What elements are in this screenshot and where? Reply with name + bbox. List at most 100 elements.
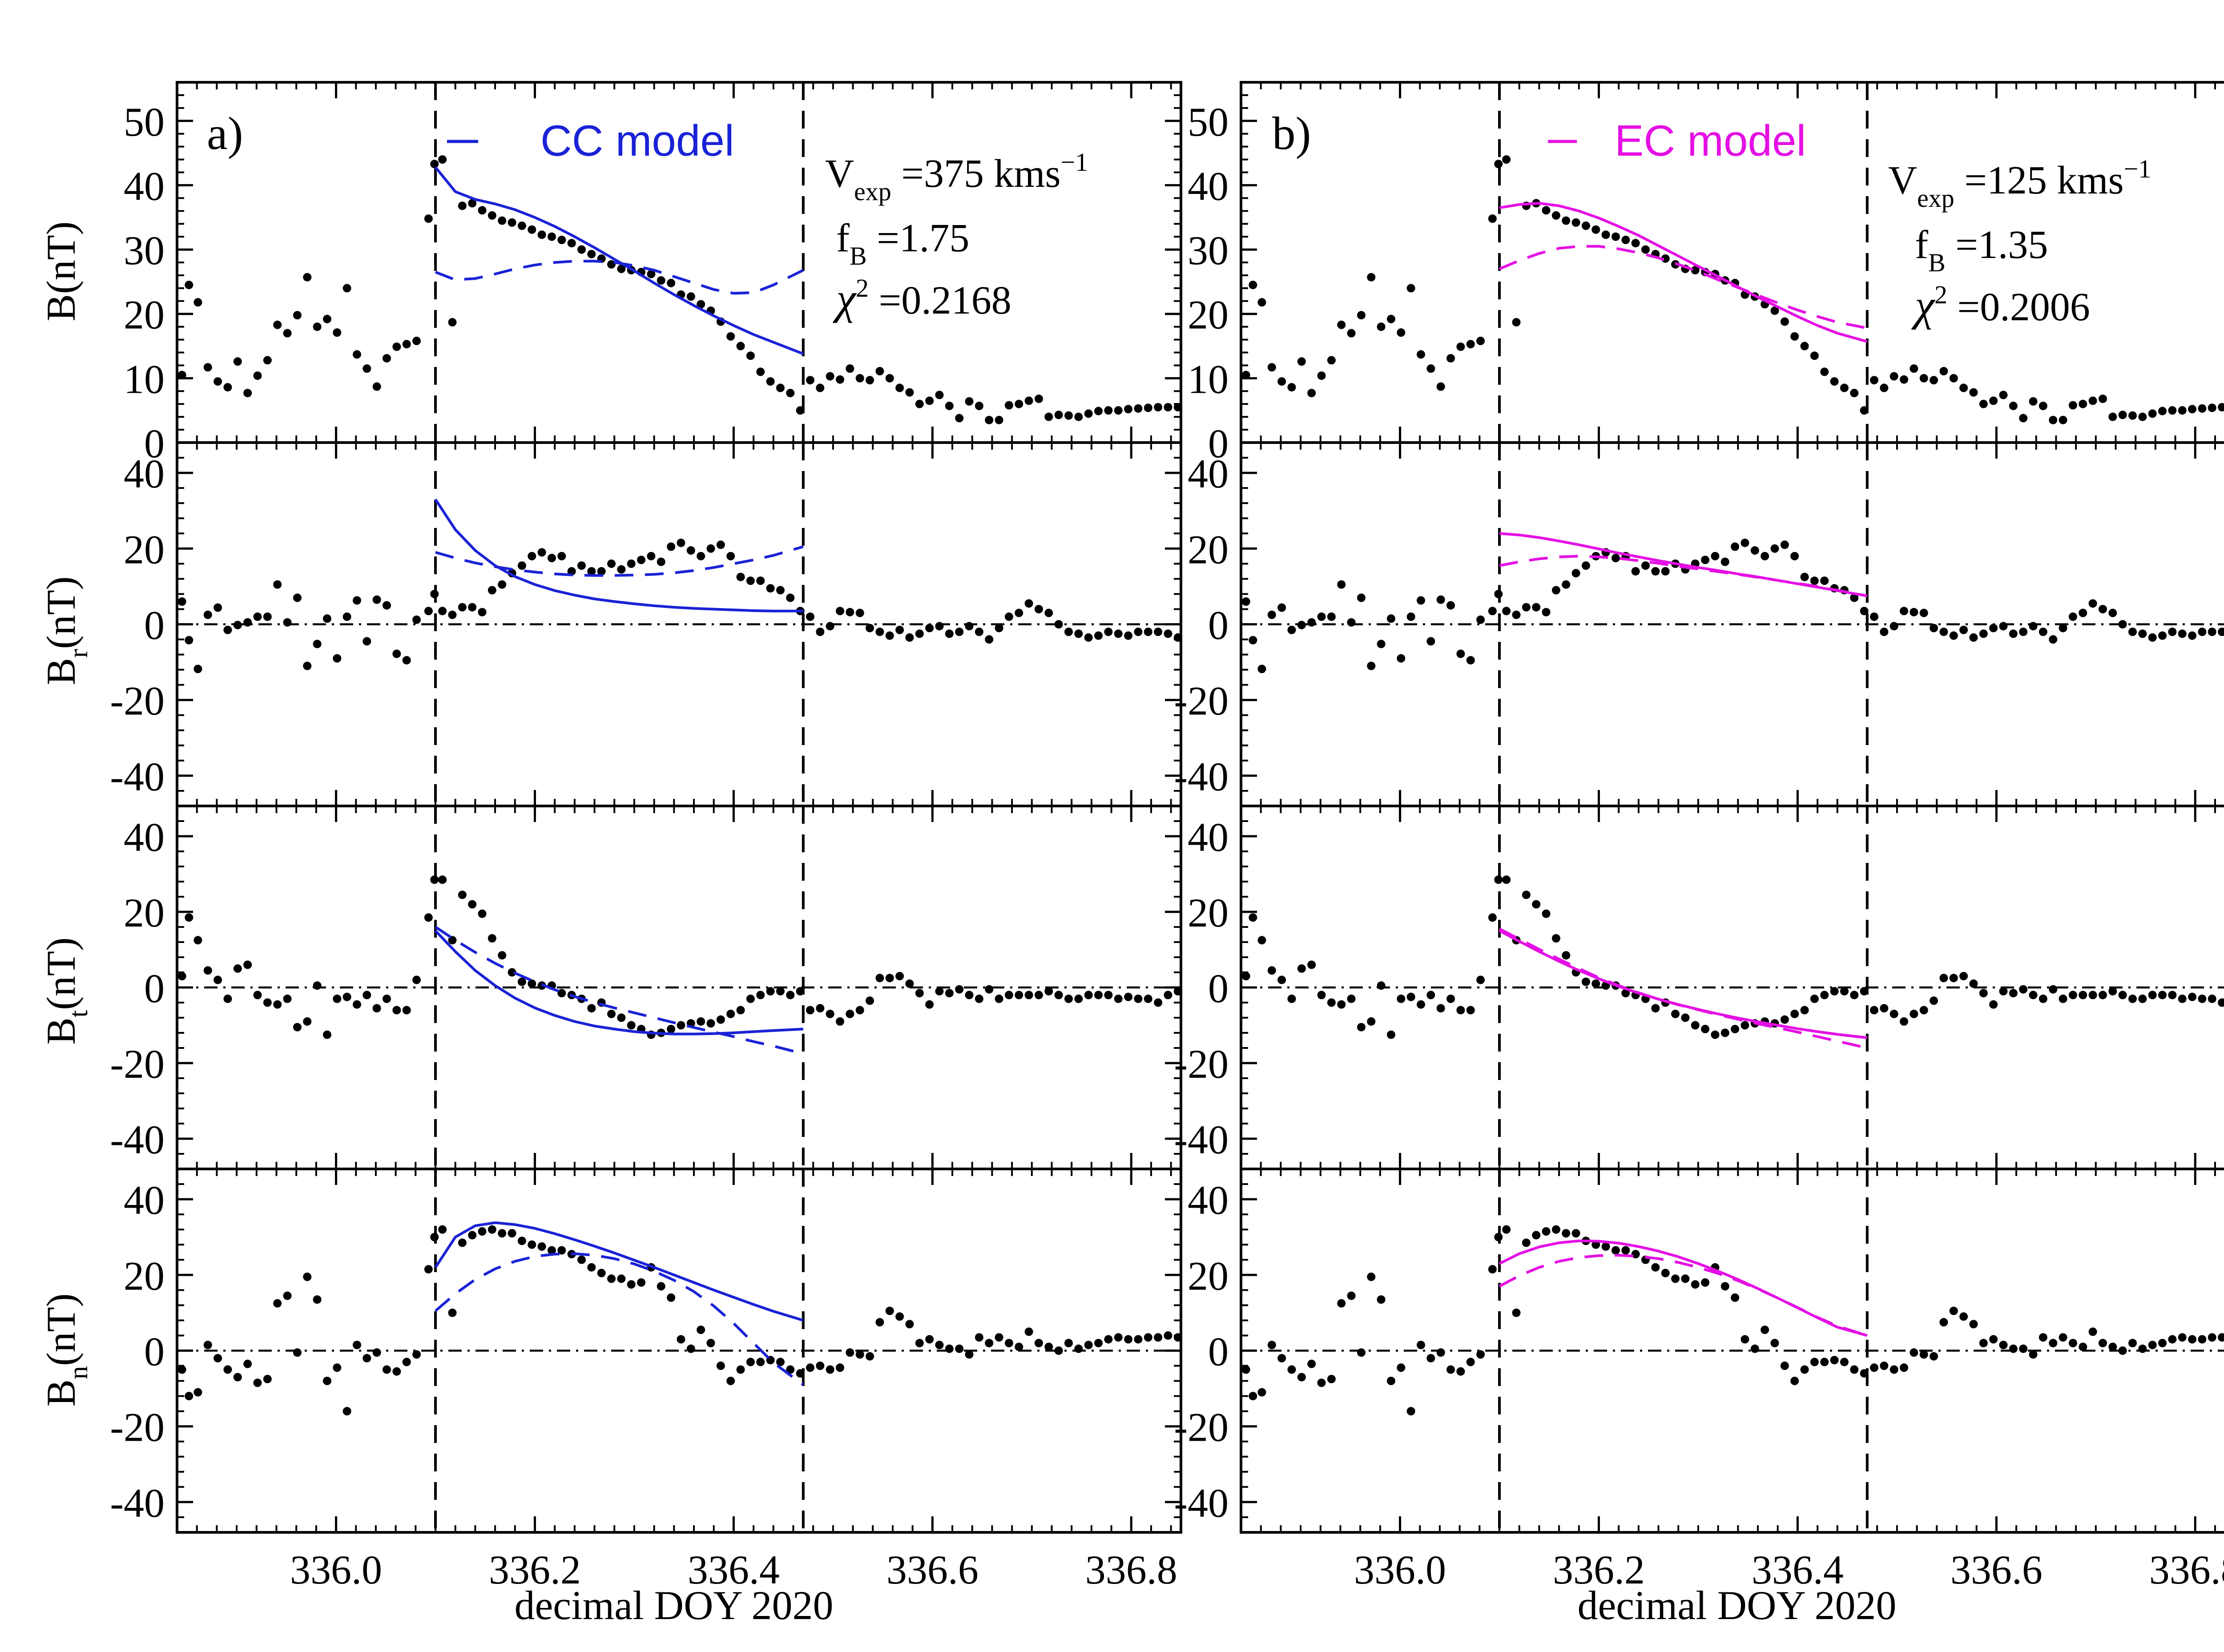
data-point bbox=[1860, 987, 1869, 995]
data-point bbox=[214, 1354, 222, 1363]
data-point bbox=[1154, 998, 1163, 1007]
data-point bbox=[2049, 1338, 2058, 1347]
data-point bbox=[1257, 665, 1266, 673]
data-point bbox=[1054, 620, 1063, 629]
panel-b-fb: fB =1.35 bbox=[1915, 223, 2048, 277]
y-tick-label: 30 bbox=[1188, 228, 1229, 273]
data-point bbox=[1969, 388, 1978, 397]
data-point bbox=[885, 974, 894, 983]
data-point bbox=[1969, 1320, 1978, 1329]
data-point bbox=[1386, 614, 1395, 623]
data-point bbox=[498, 580, 507, 589]
y-tick-label: 30 bbox=[124, 228, 165, 273]
data-point bbox=[677, 1335, 685, 1344]
data-point bbox=[1999, 1341, 2008, 1350]
data-point bbox=[915, 989, 924, 998]
data-point bbox=[438, 1225, 447, 1234]
data-point bbox=[1386, 1030, 1395, 1039]
data-point bbox=[363, 364, 371, 373]
data-point bbox=[430, 160, 439, 169]
data-point bbox=[458, 890, 467, 899]
data-point bbox=[2039, 995, 2047, 1003]
data-point bbox=[1104, 628, 1113, 637]
y-tick-label: 0 bbox=[1208, 603, 1229, 648]
data-point bbox=[1094, 991, 1103, 999]
data-point bbox=[2098, 604, 2107, 613]
data-point bbox=[2138, 1344, 2147, 1353]
data-point bbox=[1720, 1282, 1729, 1291]
data-point bbox=[1426, 637, 1435, 646]
data-point bbox=[925, 396, 934, 405]
data-point bbox=[1681, 1013, 1690, 1022]
data-point bbox=[915, 399, 924, 408]
data-point bbox=[214, 377, 222, 386]
data-point bbox=[273, 1299, 282, 1308]
model-solid-curve bbox=[1499, 201, 1868, 343]
y-tick-label: -40 bbox=[1174, 1117, 1229, 1162]
x-tick-label: 336.4 bbox=[1752, 1547, 1844, 1592]
data-point bbox=[303, 1273, 312, 1281]
data-point bbox=[1134, 995, 1143, 1003]
data-point bbox=[185, 281, 193, 290]
data-point bbox=[945, 402, 954, 411]
data-point bbox=[243, 1359, 252, 1368]
data-point bbox=[2208, 403, 2216, 412]
data-point bbox=[1770, 1338, 1779, 1347]
y-tick-label: 50 bbox=[124, 99, 165, 145]
data-point bbox=[1267, 966, 1276, 975]
data-point bbox=[657, 557, 665, 566]
data-point bbox=[488, 586, 496, 595]
data-point bbox=[424, 1265, 433, 1274]
data-point bbox=[1249, 636, 1257, 645]
data-point bbox=[1367, 273, 1376, 282]
data-point bbox=[756, 991, 765, 999]
panel-a-vexp: Vexp =375 kms−1 bbox=[825, 148, 1088, 206]
data-point bbox=[875, 974, 884, 983]
data-point bbox=[2118, 411, 2127, 419]
data-point bbox=[1257, 936, 1266, 945]
data-point bbox=[333, 654, 342, 663]
data-point bbox=[352, 1000, 361, 1009]
data-point bbox=[2079, 399, 2087, 408]
data-point bbox=[1860, 1369, 1869, 1378]
data-point bbox=[1347, 329, 1356, 338]
data-point bbox=[1890, 1010, 1898, 1018]
data-point bbox=[1939, 974, 1948, 983]
data-point bbox=[1054, 1346, 1063, 1355]
data-point bbox=[756, 1358, 765, 1366]
data-point bbox=[915, 1338, 924, 1347]
data-point bbox=[1562, 580, 1571, 589]
data-point bbox=[1910, 1010, 1918, 1018]
data-point bbox=[372, 595, 381, 604]
data-point bbox=[478, 608, 487, 616]
data-point bbox=[796, 987, 805, 995]
data-point bbox=[1502, 875, 1511, 884]
data-point bbox=[342, 1407, 351, 1416]
data-point bbox=[1024, 991, 1033, 999]
data-point bbox=[796, 1369, 805, 1378]
data-point bbox=[547, 232, 556, 241]
data-point bbox=[2019, 985, 2028, 994]
data-point bbox=[333, 1363, 342, 1372]
data-point bbox=[2128, 411, 2137, 420]
data-point bbox=[816, 1362, 825, 1370]
data-point bbox=[1930, 624, 1938, 633]
data-point bbox=[2188, 992, 2197, 1001]
data-point bbox=[1327, 356, 1336, 365]
data-point bbox=[1720, 1028, 1729, 1037]
data-point bbox=[1601, 230, 1610, 239]
data-point bbox=[995, 995, 1003, 1003]
data-point bbox=[1701, 1025, 1710, 1033]
data-point bbox=[1800, 1365, 1809, 1374]
data-point bbox=[1919, 1006, 1928, 1015]
data-point bbox=[468, 199, 477, 208]
data-point bbox=[1661, 1269, 1670, 1277]
data-point bbox=[2208, 628, 2216, 637]
y-tick-label: 40 bbox=[124, 451, 165, 496]
subplot-frame bbox=[1240, 1168, 2224, 1534]
data-point bbox=[557, 552, 566, 560]
y-tick-label: 40 bbox=[1188, 1177, 1229, 1223]
data-point bbox=[2019, 628, 2028, 637]
data-point bbox=[1761, 1326, 1769, 1334]
data-point bbox=[1044, 987, 1053, 995]
